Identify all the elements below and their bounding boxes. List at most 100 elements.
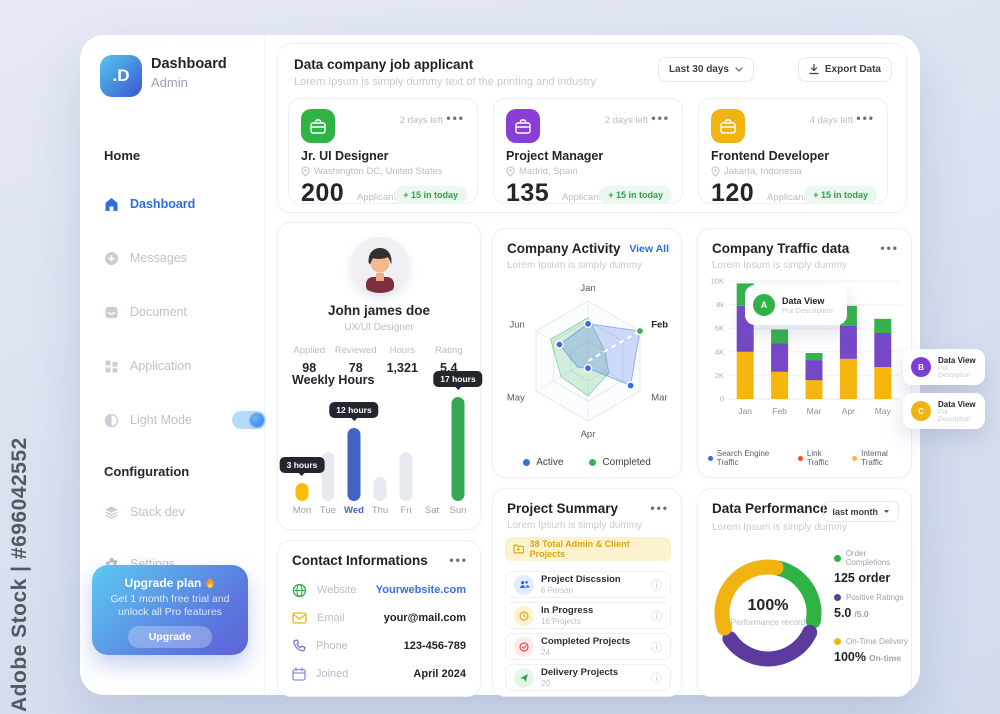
- info-icon[interactable]: ⓘ: [651, 672, 662, 685]
- data-view-callout-b[interactable]: B Data View Put Description: [903, 349, 985, 385]
- summary-menu-button[interactable]: •••: [650, 501, 669, 515]
- sidebar-item-light-mode[interactable]: Light Mode: [104, 409, 266, 431]
- upgrade-description-line1: Get 1 month free trial and: [110, 593, 230, 605]
- info-icon[interactable]: ⓘ: [651, 641, 662, 654]
- contact-label: Phone: [316, 640, 348, 652]
- callout-subtitle: Put Description: [782, 305, 833, 315]
- grid-icon: [104, 359, 119, 374]
- sidebar: .D Dashboard Admin Home Dashboard Messag…: [80, 35, 266, 695]
- data-view-callout-c[interactable]: C Data View Put Description: [903, 393, 985, 429]
- folder-icon: [513, 544, 524, 554]
- website-link[interactable]: Yourwebsite.com: [375, 584, 466, 596]
- list-item-title: Project Discssion: [541, 574, 621, 585]
- company-activity-subtitle: Lorem Ipsum is simply dummy: [507, 260, 643, 271]
- contrast-icon: [104, 413, 119, 428]
- export-data-button[interactable]: Export Data: [797, 57, 892, 82]
- project-summary-card: Project Summary ••• Lorem Ipsum is simpl…: [492, 488, 682, 697]
- svg-text:Feb: Feb: [772, 406, 787, 416]
- sidebar-item-application[interactable]: Application: [104, 355, 254, 377]
- briefcase-icon: [506, 109, 540, 143]
- job-applicant-section: Data company job applicant Lorem Ipsum i…: [277, 43, 907, 213]
- upgrade-button[interactable]: Upgrade: [128, 626, 212, 648]
- briefcase-icon: [711, 109, 745, 143]
- callout-letter-a: A: [753, 294, 775, 316]
- list-item-title: Completed Projects: [541, 636, 631, 647]
- legend-dot: [708, 455, 713, 461]
- data-performance-title: Data Performance: [712, 501, 828, 516]
- contact-row-website: Website Yourwebsite.com: [292, 581, 466, 599]
- job-menu-button[interactable]: •••: [651, 111, 670, 125]
- phone-icon: [293, 639, 306, 652]
- job-title: Project Manager: [506, 149, 604, 163]
- job-card-ui-designer[interactable]: 2 days left ••• Jr. UI Designer Washingt…: [288, 98, 478, 207]
- brand-title: Dashboard: [151, 56, 227, 72]
- callout-letter-c: C: [911, 401, 931, 421]
- weekly-hours-chart: 3 hours Mon Tue 12 hours Wed Thu Fri Sat 17 hour…: [279, 371, 483, 519]
- performance-range-dropdown[interactable]: last month: [823, 501, 899, 522]
- completed-dot: [589, 459, 597, 466]
- job-menu-button[interactable]: •••: [446, 111, 465, 125]
- legend-dot: [834, 638, 841, 645]
- sidebar-item-document[interactable]: Document: [104, 301, 254, 323]
- traffic-menu-button[interactable]: •••: [880, 241, 899, 255]
- perf-legend-positive-ratings: Positive Ratings 5.0/5.0: [834, 593, 904, 620]
- list-item-subtitle: 16 Projects: [541, 617, 582, 626]
- legend-dot: [834, 554, 841, 562]
- view-all-link[interactable]: View All: [629, 243, 669, 255]
- job-card-frontend-developer[interactable]: 4 days left ••• Frontend Developer Jakar…: [698, 98, 888, 207]
- applicants-today-badge: + 15 in today: [599, 186, 672, 204]
- list-item-subtitle: 20: [541, 679, 550, 688]
- sidebar-item-stack-dev[interactable]: Stack dev: [104, 501, 254, 523]
- weekly-bar-sun: 17 hours Sun: [433, 371, 483, 516]
- stock-watermark: Adobe Stock | #696042552: [8, 437, 31, 712]
- company-traffic-subtitle: Lorem Ipsum is simply dummy: [712, 260, 848, 271]
- total-projects-banner: 38 Total Admin & Client Projects: [505, 537, 671, 561]
- applicant-count: 200: [301, 179, 345, 207]
- applicant-count-label: Applicants: [357, 192, 401, 203]
- weekly-bar-tue: Tue: [316, 395, 340, 516]
- activity-legend: Active Completed: [493, 457, 681, 468]
- legend-dot: [798, 455, 803, 461]
- list-item-completed-projects[interactable]: Completed Projects 24 ⓘ: [505, 633, 671, 660]
- data-view-callout-a[interactable]: A Data View Put Description: [745, 285, 847, 325]
- avatar: [352, 237, 408, 293]
- callout-title: Data View: [782, 295, 825, 306]
- legend-active: Active: [523, 457, 563, 468]
- svg-text:10K: 10K: [711, 277, 724, 286]
- send-icon: [514, 667, 534, 688]
- info-icon[interactable]: ⓘ: [651, 610, 662, 623]
- list-item-delivery-projects[interactable]: Delivery Projects 20 ⓘ: [505, 664, 671, 691]
- contact-label: Joined: [316, 668, 349, 680]
- svg-text:May: May: [875, 406, 892, 416]
- job-menu-button[interactable]: •••: [856, 111, 875, 125]
- svg-text:Feb: Feb: [651, 320, 668, 331]
- applicant-profile-card: John james doe UX/UI Designer Applied 98 …: [277, 222, 483, 530]
- job-card-project-manager[interactable]: 2 days left ••• Project Manager Madrid, …: [493, 98, 683, 207]
- list-item-in-progress[interactable]: In Progress 16 Projects ⓘ: [505, 602, 671, 629]
- applicant-count-label: Applicants: [562, 192, 606, 203]
- list-item-project-discussion[interactable]: Project Discssion 6 Person ⓘ: [505, 571, 671, 598]
- sidebar-item-label: Light Mode: [130, 413, 192, 427]
- date-range-dropdown[interactable]: Last 30 days: [657, 57, 754, 82]
- job-location: Madrid, Spain: [519, 166, 578, 177]
- light-mode-toggle[interactable]: [232, 411, 266, 429]
- weekly-bar-sat: Sat: [424, 505, 440, 516]
- home-section-heading: Home: [104, 148, 141, 163]
- performance-donut-chart: [706, 551, 830, 675]
- stat-hours: Hours 1,321: [386, 345, 418, 375]
- perf-legend-on-time-delivery: On-Time Delivery 100% On-time: [834, 637, 908, 664]
- applicants-today-badge: + 15 in today: [804, 186, 877, 204]
- sidebar-item-messages[interactable]: Messages: [104, 247, 254, 269]
- contact-menu-button[interactable]: •••: [449, 553, 468, 567]
- traffic-legend: Search Engine Traffic Link Traffic Inter…: [708, 449, 909, 467]
- legend-dot: [852, 455, 858, 461]
- layers-icon: [104, 505, 119, 520]
- company-activity-card: Company Activity View All Lorem Ipsum is…: [492, 228, 682, 478]
- applicant-count-label: Applicants: [767, 192, 811, 203]
- svg-text:Jan: Jan: [738, 406, 752, 416]
- phone-value: 123-456-789: [403, 640, 466, 652]
- info-icon[interactable]: ⓘ: [651, 579, 662, 592]
- sidebar-item-dashboard[interactable]: Dashboard: [104, 193, 254, 215]
- job-title: Jr. UI Designer: [301, 149, 389, 163]
- days-left-label: 2 days left: [604, 115, 648, 126]
